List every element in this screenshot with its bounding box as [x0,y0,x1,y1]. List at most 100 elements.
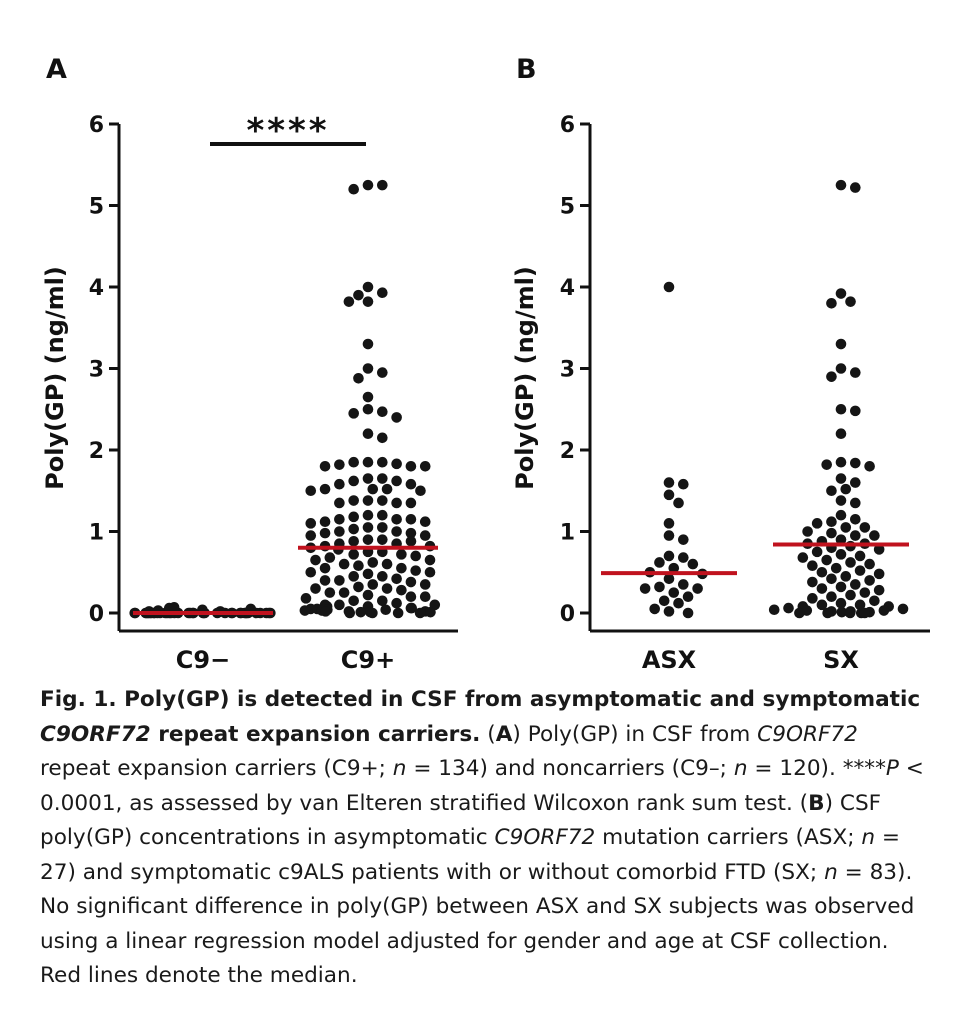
panel-a-data-point [305,518,316,529]
caption-title-part-1: Poly(GP) is detected in CSF from asympto… [117,687,921,712]
panel-a-data-point [406,591,417,602]
panel-b-data-point [664,551,675,562]
panel-b-data-point [807,560,818,571]
panel-b-data-point [836,288,847,299]
caption-p-value-symbol: P [886,756,899,781]
panel-a-data-point [353,582,364,593]
panel-a-data-point [348,524,359,535]
panel-b-data-point [807,593,818,604]
panel-a-data-point [377,571,388,582]
panel-a-data-point [363,473,374,484]
panel-b-data-point [850,477,861,488]
panel-a-data-point [380,604,391,615]
panel-b-data-point [826,591,837,602]
panel-b-data-point [826,298,837,309]
panel-b-y-tick-label: 5 [560,195,575,220]
panel-b-data-point [664,490,675,501]
panel-a-data-point [363,569,374,580]
panel-b-data-point [860,522,871,533]
panel-b-data-point [836,180,847,191]
significance-label: **** [246,111,329,151]
panel-b-data-point [649,604,660,615]
panel-b-data-point [850,530,861,541]
panel-a-data-point [377,522,388,533]
panel-a-data-point [396,585,407,596]
panel-a-data-point [391,598,402,609]
panel-a-data-point [415,608,426,619]
panel-b-category-label-sx: SX [823,646,859,674]
panel-a-data-point [363,180,374,191]
panel-a-data-point [377,457,388,468]
panel-a-y-tick-label: 6 [89,113,104,138]
panel-b-data-point [826,516,837,527]
panel-b-y-tick-label: 3 [560,358,575,383]
panel-a-data-point [363,339,374,350]
panel-a-data-point [391,514,402,525]
panel-a-data-point [363,296,374,307]
panel-b-data-point [850,367,861,378]
panel-a-data-point [391,459,402,470]
panel-a-data-point [300,605,311,616]
panel-b-data-point [845,296,856,307]
panel-b-data-point [836,404,847,415]
panel-a-data-point [377,180,388,191]
panel-b-letter: B [516,54,537,85]
panel-a-y-tick-label: 1 [89,521,104,546]
panel-a-data-point [334,575,345,586]
panel-b-data-point [874,569,885,580]
panel-a-data-point [391,573,402,584]
panel-b-data-point [812,518,823,529]
panel-b-data-point [769,604,780,615]
panel-b-data-point [850,498,861,509]
panel-a-data-point [334,600,345,611]
panel-a-data-point [334,526,345,537]
panel-b-data-point [664,282,675,293]
panel-a-data-point [320,484,331,495]
panel-a-data-point [391,412,402,423]
panel-a-data-point [391,498,402,509]
caption-text-3: repeat expansion carriers (C9+; [40,756,393,781]
panel-a-data-point [363,495,374,506]
panel-a-data-point [363,392,374,403]
panel-a-data-point [310,583,321,594]
panel-a-data-point [420,591,431,602]
panel-b-data-point [840,522,851,533]
caption-n-3: n [861,825,875,850]
panel-a-data-point [377,287,388,298]
panel-b-data-point [688,559,699,570]
panel-b-data-point [864,575,875,586]
panel-b-category-label-asx: ASX [642,646,697,674]
caption-text-2: ) Poly(GP) in CSF from [512,722,757,747]
panel-b-data-point [845,557,856,568]
panel-a-data-point [425,567,436,578]
panel-b-data-point [673,598,684,609]
panel-a-data-point [305,567,316,578]
panel-b-data-point [821,555,832,566]
caption-n-1: n [393,756,407,781]
panel-a-data-point [406,536,417,547]
panel-a-data-point [367,557,378,568]
caption-text-1: ( [480,722,495,747]
panel-b-data-point [845,608,856,619]
panel-a-data-point [406,514,417,525]
panel-a: A Poly(GP) (ng/ml) 0123456 C9− C9+ **** [41,54,458,674]
caption-fig-label: Fig. 1. [40,687,117,712]
panel-a-data-point [348,184,359,195]
panel-b-data-point [673,498,684,509]
panel-b-data-point [864,461,875,472]
panel-b-data-point [678,552,689,563]
panel-a-data-point [415,485,426,496]
panel-a-category-label-c9-minus: C9− [176,646,230,674]
caption-text-4: = 134) and noncarriers (C9–; [406,756,733,781]
panel-a-y-axis-title: Poly(GP) (ng/ml) [41,266,69,490]
panel-a-data-point [367,579,378,590]
panel-a-data-point [348,536,359,547]
panel-a-data-point [410,551,421,562]
panel-a-data-point [363,428,374,439]
panel-b-data-point [836,549,847,560]
caption-n-2: n [734,756,748,781]
panel-a-data-point [382,583,393,594]
panel-a-data-point [334,498,345,509]
panel-b-data-point [840,571,851,582]
panel-b-data-point [664,530,675,541]
